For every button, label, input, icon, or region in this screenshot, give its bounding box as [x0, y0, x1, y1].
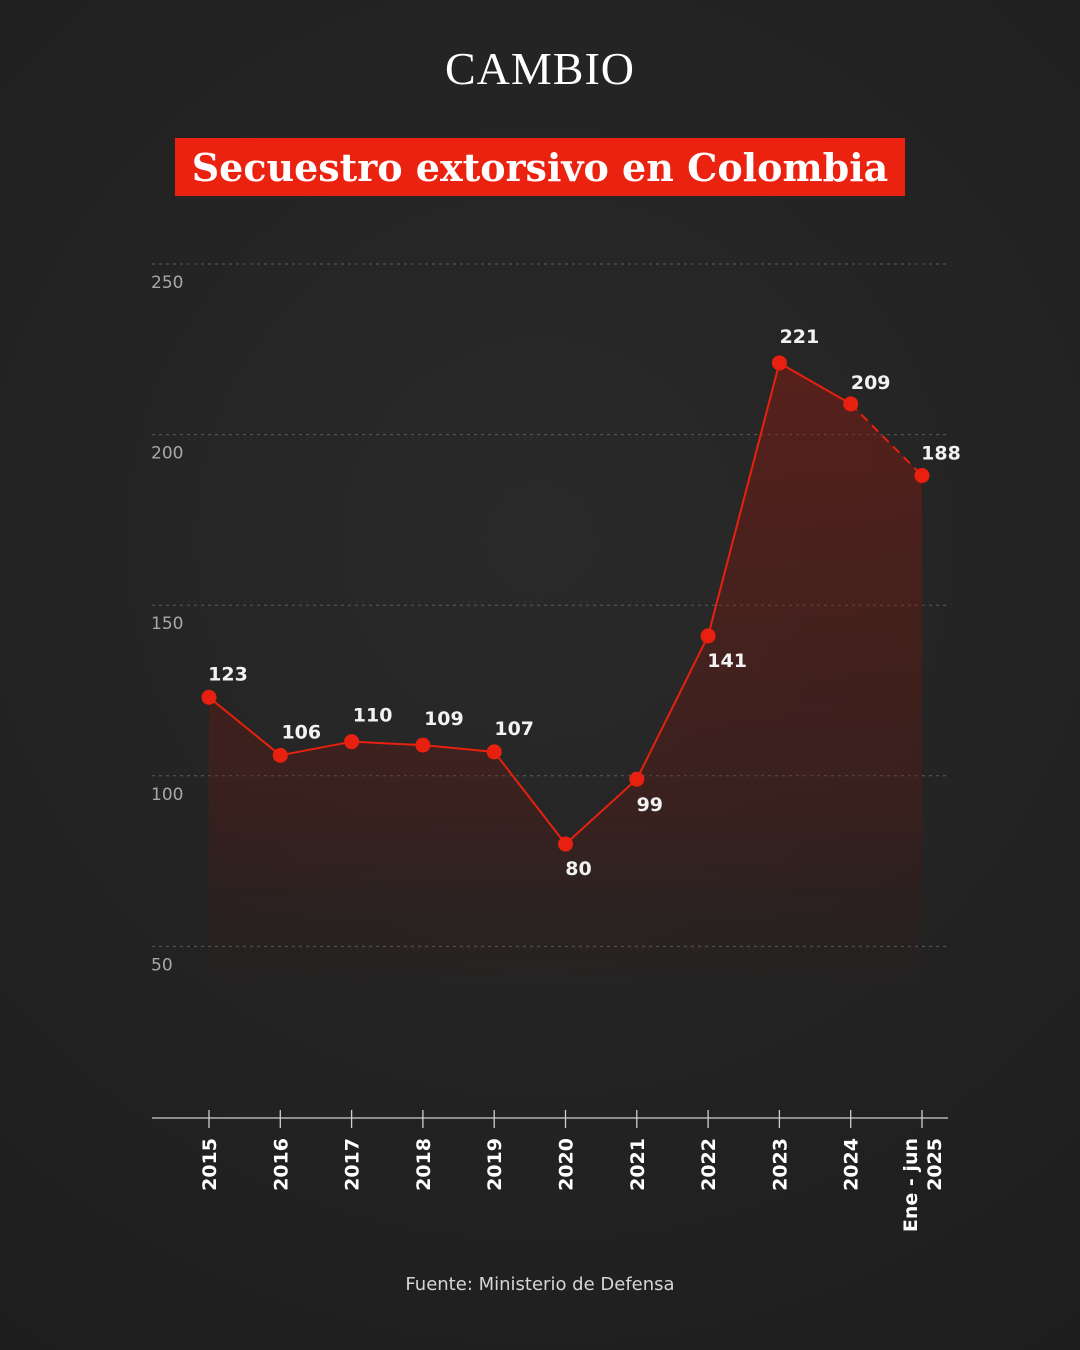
x-tick-label-line: 2022 [698, 1138, 720, 1191]
x-tick-label-group: 2021 [627, 1138, 649, 1191]
x-tick-label: 2020 [556, 1138, 578, 1191]
data-label: 123 [208, 663, 248, 685]
title-banner: Secuestro extorsivo en Colombia [175, 138, 905, 196]
x-tick-label-group: 2019 [484, 1138, 506, 1191]
x-tick-label-line: 2021 [627, 1138, 649, 1191]
x-tick-label-line: 2016 [270, 1138, 292, 1191]
y-tick-label: 200 [151, 444, 183, 464]
x-tick-label-line: Ene - jun [900, 1138, 922, 1232]
x-axis: 2015 2016 2017 2018 2019 2020 2021 2022 2023 2024… [152, 1110, 948, 1232]
x-tick-label: 2019 [484, 1138, 506, 1191]
area-fill [209, 362, 922, 997]
x-tick-label-group: 2017 [342, 1138, 364, 1191]
line-segment [635, 635, 709, 780]
x-tick-label: 2018 [413, 1138, 435, 1191]
x-tick-label: 2022 [698, 1138, 720, 1191]
source-note: Fuente: Ministerio de Defensa [405, 1274, 675, 1295]
x-tick-label-group: 2023 [769, 1138, 791, 1191]
x-tick-label-group: Ene - jun 2025 [900, 1138, 946, 1232]
x-tick-label-group: 2018 [413, 1138, 435, 1191]
x-tick-label: 2016 [270, 1138, 292, 1191]
data-point [771, 355, 787, 371]
line-segment [351, 740, 423, 747]
x-tick-label-line: 2018 [413, 1138, 435, 1191]
x-tick-label: 2017 [342, 1138, 364, 1191]
line-segment [280, 740, 352, 757]
y-tick-label: 100 [151, 785, 183, 805]
data-label: 106 [281, 721, 321, 743]
line-segment [208, 696, 281, 757]
data-point [629, 771, 645, 787]
x-tick-label: 2024 [841, 1138, 863, 1191]
data-labels: 123 106 110 109 107 80 99 141 221 209 188 [208, 326, 961, 880]
x-tick-label-line: 2017 [342, 1138, 364, 1191]
data-label: 80 [565, 858, 591, 880]
grid-lines: 50 100 150 200 250 [151, 263, 948, 975]
x-tick-label: 2021 [627, 1138, 649, 1191]
line-segment [493, 751, 567, 845]
x-tick-label: Ene - jun 2025 [900, 1138, 946, 1232]
x-tick-label-line: 2015 [199, 1138, 221, 1191]
x-tick-label-line: 2019 [484, 1138, 506, 1191]
y-tick-label: 150 [151, 614, 183, 634]
x-tick-label-group: 2020 [556, 1138, 578, 1191]
data-point [700, 628, 716, 644]
data-point [558, 836, 573, 852]
data-label: 109 [424, 708, 464, 730]
x-tick-label-line: 2025 [924, 1138, 946, 1191]
x-tick-label-group: 2016 [270, 1138, 292, 1191]
data-point [486, 744, 502, 760]
data-label: 141 [707, 650, 747, 672]
data-points [201, 355, 930, 852]
brand-logo: CAMBIO [444, 43, 636, 94]
x-tick-label-line: 2024 [841, 1138, 863, 1191]
line-segment [422, 744, 495, 753]
data-point [914, 468, 930, 484]
area-path [209, 362, 922, 997]
x-tick-label-line: 2023 [769, 1138, 791, 1191]
x-tick-label: 2023 [769, 1138, 791, 1191]
data-point [344, 734, 360, 750]
data-label: 107 [494, 718, 534, 740]
data-point [201, 689, 217, 705]
x-tick-label-line: 2020 [556, 1138, 578, 1191]
x-tick-label: 2015 [199, 1138, 221, 1191]
x-tick-label-group: 2022 [698, 1138, 720, 1191]
y-tick-label: 50 [151, 955, 173, 975]
data-point [843, 396, 859, 412]
data-label: 99 [637, 794, 663, 816]
chart-title: Secuestro extorsivo en Colombia [191, 144, 889, 190]
data-label: 221 [780, 326, 820, 348]
line-segment [564, 778, 638, 845]
line-segment-partial [849, 403, 923, 477]
line-segment [778, 362, 852, 405]
data-line [208, 362, 923, 845]
data-point [272, 747, 288, 763]
data-label: 209 [851, 372, 891, 394]
y-tick-label: 250 [151, 273, 183, 293]
x-tick-label-group: 2024 [841, 1138, 863, 1191]
data-label: 110 [353, 705, 393, 727]
data-point [415, 737, 431, 753]
line-segment [707, 362, 781, 637]
x-tick-label-group: 2015 [199, 1138, 221, 1191]
data-label: 188 [921, 443, 961, 465]
